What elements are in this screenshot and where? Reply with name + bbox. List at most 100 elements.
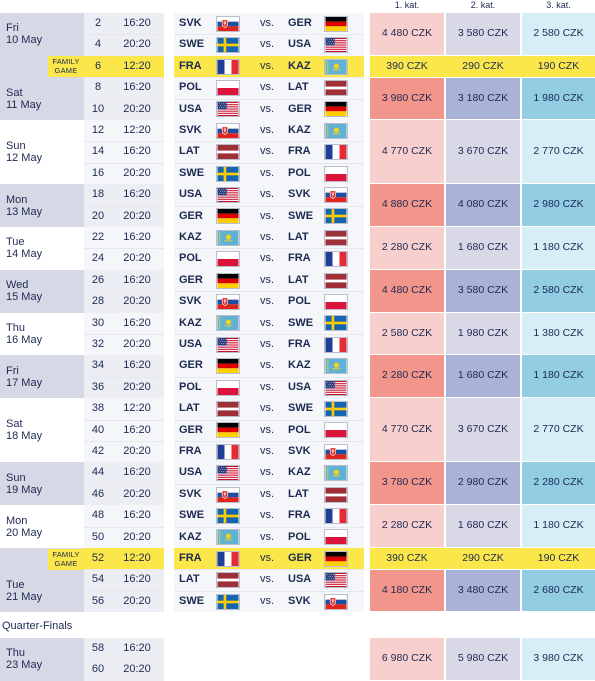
flag-fra-icon	[216, 58, 240, 75]
match-time: 20:20	[123, 295, 151, 308]
away-team: USA	[288, 38, 312, 51]
day-name: Tue	[6, 578, 25, 591]
price-p2: 3 580 CZK	[457, 283, 509, 296]
day-name: Sat	[6, 418, 23, 431]
family-game-highlight	[84, 55, 164, 78]
price-cell-bg-p1	[370, 398, 444, 462]
price-cell-bg-p3	[522, 570, 595, 612]
day-date: 23 May	[6, 659, 43, 672]
vs-label: vs.	[259, 188, 275, 201]
flag-ger-icon	[216, 358, 240, 375]
day-name: Sun	[6, 471, 26, 484]
price-p3: 1 180 CZK	[533, 519, 584, 532]
row-divider	[84, 162, 164, 164]
match-number: 36	[91, 380, 105, 393]
price-cell-bg-p2	[446, 570, 520, 612]
day-band	[0, 269, 84, 313]
price-cell-bg-p2	[446, 355, 520, 398]
match-time: 20:20	[123, 166, 151, 179]
home-team: SVK	[179, 295, 202, 308]
match-number: 22	[91, 231, 105, 243]
vs-label: vs.	[259, 59, 275, 72]
away-team: POL	[288, 530, 311, 543]
day-date: 20 May	[6, 526, 43, 539]
price-p2: 3 670 CZK	[457, 423, 509, 436]
vs-label: vs.	[259, 466, 275, 479]
flag-pol-icon	[216, 251, 240, 268]
row-divider	[174, 205, 364, 207]
match-number: 12	[91, 124, 105, 136]
match-time: 20:20	[123, 380, 151, 393]
match-number: 58	[91, 642, 105, 654]
match-time: 12:20	[123, 124, 151, 136]
home-team: KAZ	[179, 231, 202, 243]
day-date: 12 May	[6, 152, 43, 165]
flag-pol-icon	[216, 379, 240, 396]
row-divider	[174, 376, 364, 378]
price-p1: 2 280 CZK	[381, 519, 433, 532]
price-cell-bg-p2	[446, 398, 520, 462]
price-p3: 3 980 CZK	[533, 652, 584, 664]
price-p3: 1 980 CZK	[533, 92, 584, 105]
category-2-header: 2. kat.	[470, 0, 496, 10]
vs-label: vs.	[259, 273, 275, 286]
day-date: 11 May	[6, 98, 42, 111]
price-p2: 4 080 CZK	[457, 198, 509, 211]
price-p1: 3 980 CZK	[381, 92, 433, 105]
match-number-column	[84, 398, 164, 463]
vs-label: vs.	[259, 124, 275, 136]
row-divider	[174, 419, 364, 421]
row-divider	[174, 441, 364, 442]
home-team: SVK	[179, 124, 202, 136]
home-team: USA	[179, 338, 203, 350]
price-p3: 2 680 CZK	[533, 584, 584, 597]
price-p1: 4 180 CZK	[381, 584, 433, 597]
flag-swe-icon	[216, 507, 240, 524]
away-team: POL	[288, 423, 311, 436]
price-p2: 3 670 CZK	[457, 145, 509, 157]
flag-lat-icon	[216, 400, 240, 417]
price-cell-bg-p1	[370, 78, 444, 119]
row-divider	[84, 334, 164, 335]
price-cell-bg-p1	[370, 570, 444, 612]
price-p1: 4 770 CZK	[381, 145, 433, 157]
home-team: USA	[179, 466, 203, 479]
home-team: USA	[179, 188, 203, 201]
match-number: 2	[94, 17, 102, 29]
home-team: LAT	[179, 573, 200, 586]
row-divider	[84, 34, 164, 36]
price-cell-bg-p2	[446, 78, 520, 119]
vs-label: vs.	[259, 445, 275, 457]
flag-swe-icon	[324, 208, 348, 225]
home-team: KAZ	[179, 530, 202, 543]
match-number: 28	[91, 295, 105, 308]
match-time: 20:20	[123, 530, 151, 543]
family-price-p1: 390 CZK	[386, 59, 428, 72]
day-name: Thu	[6, 322, 25, 334]
vs-label: vs.	[259, 338, 275, 350]
price-p2: 2 980 CZK	[457, 476, 509, 489]
day-date: 18 May	[6, 430, 43, 443]
row-divider	[84, 590, 164, 592]
flag-svk-icon	[216, 293, 240, 310]
match-number: 44	[91, 466, 105, 479]
day-name: Sun	[6, 140, 26, 153]
price-p2: 1 680 CZK	[457, 241, 509, 253]
price-p1: 2 580 CZK	[381, 326, 433, 339]
row-divider	[84, 526, 164, 528]
match-number: 56	[91, 594, 105, 607]
row-divider	[174, 162, 364, 164]
away-team: POL	[288, 295, 311, 308]
category-3-header: 3. kat.	[546, 0, 571, 10]
flag-lat-icon	[216, 144, 240, 161]
category-1-header: 1. kat.	[394, 0, 420, 10]
vs-label: vs.	[259, 487, 275, 500]
match-time: 16:20	[123, 359, 151, 372]
price-cell-bg-p3	[522, 13, 595, 55]
price-p1: 4 480 CZK	[381, 283, 433, 296]
match-number: 16	[91, 166, 105, 179]
price-p2: 1 680 CZK	[457, 369, 509, 382]
flag-lat-icon	[324, 79, 348, 96]
row-divider	[174, 77, 364, 79]
